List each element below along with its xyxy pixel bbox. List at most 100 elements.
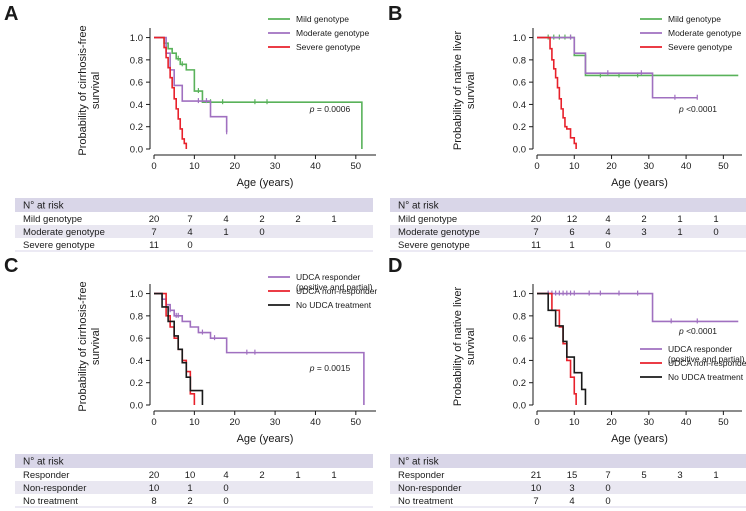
x-tick-label: 0 (151, 417, 156, 428)
km-curve-3 (537, 36, 577, 149)
risk-row-label: Severe genotype (23, 240, 95, 251)
risk-table-header-bg (15, 454, 373, 468)
x-tick-label: 40 (310, 417, 321, 428)
x-tick-label: 30 (270, 161, 281, 172)
risk-row-value: 21 (531, 470, 542, 481)
p-value-symbol: p (309, 363, 315, 373)
legend-label: Mild genotype (296, 14, 349, 24)
legend-label-line: Moderate genotype (296, 28, 370, 38)
legend-label: Severe genotype (296, 42, 361, 52)
x-tick-label: 30 (644, 161, 655, 172)
risk-row-value: 0 (223, 483, 228, 494)
x-tick-label: 10 (189, 417, 200, 428)
risk-row-value: 3 (569, 483, 574, 494)
risk-table: N° at risk Responder 21 15 7 5 3 1 Non-responder… (390, 454, 746, 508)
legend-label: No UDCA treatment (296, 300, 372, 310)
risk-row-value: 7 (187, 214, 192, 225)
risk-row-value: 4 (569, 496, 574, 507)
y-axis-label-line: survival (465, 72, 477, 109)
risk-row-value: 4 (605, 227, 610, 238)
y-tick-label: 1.0 (130, 289, 143, 300)
y-tick-label: 0.2 (513, 122, 526, 133)
risk-row-value: 1 (295, 470, 300, 481)
p-value-label: p <0.0001 (678, 326, 717, 336)
risk-table-row-bg (390, 468, 746, 481)
x-tick-label: 30 (270, 417, 281, 428)
risk-table-row-bg (390, 481, 746, 494)
y-axis-label-line: Probability of native liver (452, 31, 464, 151)
x-axis-label: Age (years) (611, 433, 668, 445)
risk-row-label: Non-responder (23, 483, 86, 494)
risk-table-row-bg (390, 494, 746, 507)
y-tick-label: 0.4 (130, 100, 143, 111)
x-axis-label: Age (years) (611, 177, 668, 189)
y-tick-label: 1.0 (130, 33, 143, 44)
risk-table-row-bg (390, 225, 746, 238)
risk-table-row-bg (15, 494, 373, 507)
y-tick-label: 0.2 (130, 378, 143, 389)
x-tick-label: 20 (229, 417, 240, 428)
p-value-symbol: p (678, 104, 684, 114)
x-tick-label: 40 (310, 161, 321, 172)
y-tick-label: 0.6 (130, 78, 143, 89)
risk-table-header-bg (390, 454, 746, 468)
risk-table-row-bg (15, 468, 373, 481)
risk-table-row-bg (390, 238, 746, 251)
legend-label-line: Severe genotype (296, 42, 361, 52)
legend-label: UDCA non-responder (668, 358, 746, 368)
legend-label-line: Mild genotype (668, 14, 721, 24)
km-curve-1 (154, 292, 365, 405)
risk-row-value: 2 (187, 496, 192, 507)
p-value-number: <0.0001 (684, 104, 718, 114)
risk-table-title: N° at risk (23, 201, 65, 212)
legend-label: Mild genotype (668, 14, 721, 24)
legend-label-line: No UDCA treatment (296, 300, 372, 310)
risk-row-value: 1 (331, 214, 336, 225)
risk-row-value: 12 (567, 214, 578, 225)
panel-label: A (4, 3, 18, 25)
legend-label-line: UDCA responder (668, 344, 732, 354)
y-tick-label: 1.0 (513, 33, 526, 44)
risk-row-value: 20 (531, 214, 542, 225)
p-value-label: p = 0.0006 (309, 104, 351, 114)
legend-label: No UDCA treatment (668, 372, 744, 382)
y-tick-label: 0.2 (130, 122, 143, 133)
km-curve-3 (537, 292, 587, 405)
risk-row-value: 2 (259, 470, 264, 481)
x-tick-label: 20 (606, 417, 617, 428)
risk-row-value: 0 (605, 240, 610, 251)
risk-row-value: 7 (151, 227, 156, 238)
legend-label: UDCA non-responder (296, 286, 377, 296)
risk-row-label: Severe genotype (398, 240, 470, 251)
y-tick-label: 0.2 (513, 378, 526, 389)
risk-row-value: 1 (713, 214, 718, 225)
risk-row-label: Moderate genotype (23, 227, 105, 238)
risk-row-label: No treatment (398, 496, 453, 507)
risk-row-value: 1 (187, 483, 192, 494)
y-tick-label: 0.8 (513, 311, 526, 322)
risk-table-title: N° at risk (398, 201, 440, 212)
y-axis-label: Probability of native liversurvival (452, 287, 477, 407)
risk-row-value: 0 (259, 227, 264, 238)
km-curve-3 (154, 292, 204, 405)
risk-row-value: 1 (677, 214, 682, 225)
p-value-number: = 0.0015 (315, 363, 351, 373)
risk-table-title: N° at risk (398, 457, 440, 468)
p-value-number: = 0.0006 (315, 104, 351, 114)
x-tick-label: 10 (569, 161, 580, 172)
p-value-symbol: p (678, 326, 684, 336)
y-tick-label: 0.4 (130, 356, 143, 367)
panel-label: C (4, 255, 18, 277)
risk-row-label: Responder (398, 470, 444, 481)
risk-row-value: 4 (223, 214, 228, 225)
risk-row-value: 1 (713, 470, 718, 481)
risk-row-label: Mild genotype (23, 214, 82, 225)
risk-row-value: 6 (569, 227, 574, 238)
risk-row-value: 10 (531, 483, 542, 494)
risk-row-label: Non-responder (398, 483, 461, 494)
x-tick-label: 10 (569, 417, 580, 428)
km-curve-2 (537, 36, 698, 99)
risk-row-value: 2 (641, 214, 646, 225)
